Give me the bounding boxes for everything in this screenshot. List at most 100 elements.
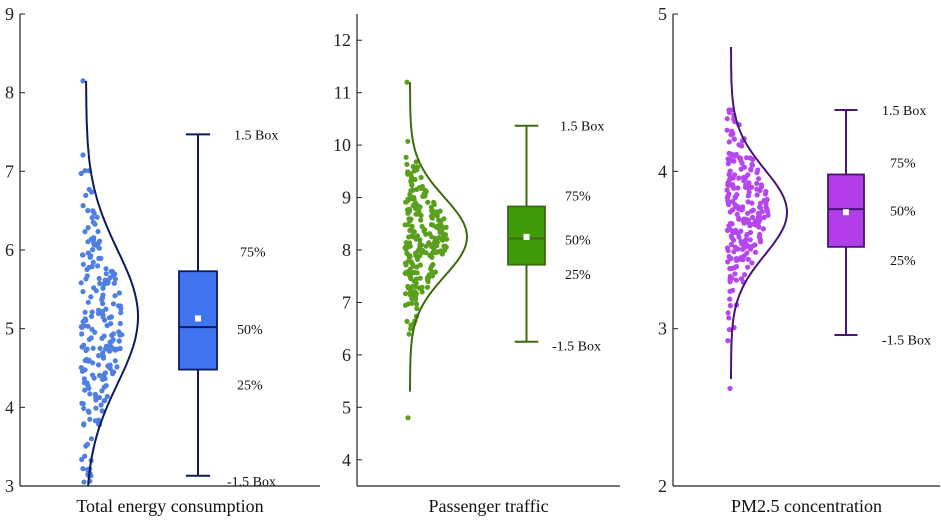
data-point <box>86 385 92 391</box>
data-point <box>416 209 422 215</box>
data-point <box>727 169 733 175</box>
data-point <box>407 206 413 212</box>
data-point <box>730 229 737 235</box>
data-point <box>414 167 420 173</box>
y-tick-label: 7 <box>5 161 14 181</box>
data-point <box>108 314 114 320</box>
data-point <box>108 321 114 327</box>
data-point <box>408 188 414 194</box>
data-point <box>410 202 416 208</box>
box-iqr <box>827 173 865 248</box>
density-curve <box>85 80 139 487</box>
mean-marker <box>523 233 530 240</box>
data-point <box>88 313 95 319</box>
data-point <box>112 293 118 299</box>
data-point <box>422 227 428 233</box>
y-tick-label: 10 <box>333 135 351 155</box>
data-point <box>732 271 738 277</box>
data-point <box>89 189 95 195</box>
data-point <box>403 154 409 160</box>
data-point <box>741 178 747 184</box>
data-point <box>765 209 771 215</box>
data-point <box>89 215 95 221</box>
data-point <box>97 345 103 351</box>
data-point <box>728 241 735 248</box>
data-point <box>725 310 731 316</box>
data-point <box>95 228 101 235</box>
data-point <box>745 264 751 270</box>
data-point <box>740 218 746 224</box>
y-tick-label: 4 <box>5 397 14 417</box>
data-point <box>94 214 100 220</box>
data-point <box>748 166 754 172</box>
data-point <box>731 249 737 255</box>
data-point <box>409 232 415 238</box>
panel-3: 2 3 4 5 PM2.5 concentration 1.5 Box 75% 50% 25% -… <box>658 4 940 516</box>
data-point <box>408 259 415 266</box>
density-curve <box>409 82 469 392</box>
label-75: 75% <box>890 156 916 171</box>
data-point-min <box>727 385 733 392</box>
data-point <box>413 276 419 282</box>
data-point <box>417 241 423 248</box>
label-75: 75% <box>565 189 591 204</box>
y-tick-label: 12 <box>333 30 351 50</box>
data-point <box>724 127 730 133</box>
data-point <box>742 272 748 278</box>
label-50: 50% <box>890 205 916 220</box>
data-point <box>436 226 442 232</box>
data-point <box>413 301 420 307</box>
data-point <box>85 239 91 245</box>
y-tick-label: 9 <box>342 188 351 208</box>
data-point <box>744 232 750 238</box>
data-point <box>752 249 759 255</box>
data-point <box>727 220 734 227</box>
data-point <box>755 167 761 173</box>
data-point <box>404 250 410 256</box>
data-point <box>405 283 411 290</box>
data-point <box>417 253 423 259</box>
data-point <box>413 159 419 165</box>
data-point <box>114 364 120 370</box>
data-point <box>91 375 97 381</box>
data-point <box>95 307 102 313</box>
data-point <box>410 163 416 170</box>
data-point <box>85 208 91 214</box>
data-point <box>84 441 91 447</box>
y-tick-label: 5 <box>5 319 14 339</box>
data-point <box>95 263 101 269</box>
data-point <box>727 303 733 309</box>
data-point <box>87 254 93 260</box>
y-tick-label: 3 <box>658 319 667 339</box>
label-1-5-box: 1.5 Box <box>560 120 604 135</box>
label-25: 25% <box>237 378 263 393</box>
data-point <box>749 200 755 206</box>
data-point <box>740 204 746 210</box>
data-point <box>747 237 753 243</box>
label-neg-1-5-box: -1.5 Box <box>552 340 601 355</box>
data-point <box>732 172 738 178</box>
data-point-max <box>80 78 86 84</box>
data-point <box>419 284 425 290</box>
data-point <box>418 174 424 181</box>
data-point <box>100 292 106 298</box>
label-75: 75% <box>240 246 266 261</box>
data-point <box>116 338 122 344</box>
data-point <box>81 323 87 329</box>
data-point <box>418 217 424 223</box>
data-point <box>426 240 432 247</box>
data-point <box>734 192 740 198</box>
data-point <box>81 422 87 428</box>
data-point <box>82 309 88 315</box>
data-point <box>112 276 118 282</box>
data-point <box>405 210 411 216</box>
data-point <box>88 335 94 341</box>
data-point <box>756 176 762 182</box>
data-point <box>757 204 763 210</box>
data-point <box>726 139 732 145</box>
data-point <box>758 182 765 188</box>
mean-marker <box>195 315 201 322</box>
data-point <box>735 185 741 191</box>
data-point <box>98 402 104 408</box>
